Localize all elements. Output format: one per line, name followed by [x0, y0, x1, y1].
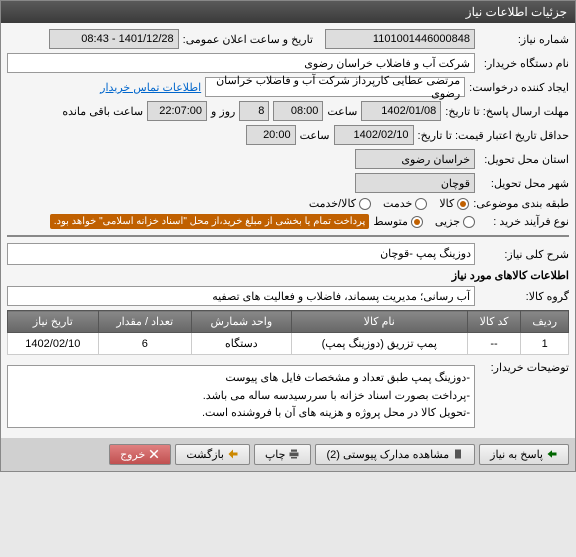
td-date: 1402/02/10 — [8, 333, 99, 355]
cat-both-label: کالا/خدمت — [309, 197, 356, 210]
th-name: نام کالا — [291, 311, 467, 333]
creator-field: مرتضی عطایی کارپرداز شرکت آب و فاضلاب خر… — [205, 77, 465, 97]
radio-both[interactable] — [359, 198, 371, 210]
deadline-days: 8 — [239, 101, 269, 121]
announce-label: تاریخ و ساعت اعلان عمومی: — [183, 33, 313, 46]
validity-time-label: ساعت — [300, 129, 330, 142]
cat-service-label: خدمت — [383, 197, 412, 210]
contact-link[interactable]: اطلاعات تماس خریدار — [100, 81, 201, 94]
titlebar: جزئیات اطلاعات نیاز — [1, 1, 575, 23]
exit-icon — [148, 448, 160, 460]
desc-line-2: -پرداخت بصورت اسناد خزانه با سررسیدسه سا… — [12, 388, 470, 406]
pt-small-label: جزیی — [435, 215, 460, 228]
attach-icon — [452, 448, 464, 460]
deadline-time: 08:00 — [273, 101, 323, 121]
purchase-type-radios: جزیی متوسط — [373, 215, 475, 228]
req-no-field: 1101001446000848 — [325, 29, 475, 49]
desc-line-3: -تحویل کالا در محل پروژه و هزینه های آن … — [12, 405, 470, 423]
city-field: قوچان — [355, 173, 475, 193]
pt-medium-label: متوسط — [373, 215, 408, 228]
table-row[interactable]: 1 -- پمپ تزریق (دوزینگ پمپ) دستگاه 6 140… — [8, 333, 569, 355]
back-icon — [227, 448, 239, 460]
th-unit: واحد شمارش — [191, 311, 291, 333]
back-label: بازگشت — [186, 448, 224, 461]
category-radios: کالا خدمت کالا/خدمت — [309, 197, 469, 210]
exit-button[interactable]: خروج — [109, 444, 171, 465]
desc-line-1: -دوزینگ پمپ طبق تعداد و مشخصات فایل های … — [12, 370, 470, 388]
reply-label: پاسخ به نیاز — [490, 448, 543, 461]
th-code: کد کالا — [467, 311, 521, 333]
radio-small[interactable] — [463, 216, 475, 228]
footer: پاسخ به نیاز مشاهده مدارک پیوستی (2) چاپ… — [1, 438, 575, 471]
summary-label: شرح کلی نیاز: — [479, 248, 569, 261]
city-label: شهر محل تحویل: — [479, 177, 569, 190]
buyer-desc-label: توضیحات خریدار: — [479, 361, 569, 374]
radio-service[interactable] — [415, 198, 427, 210]
cat-goods-label: کالا — [439, 197, 454, 210]
purchase-note: پرداخت تمام یا بخشی از مبلغ خرید،از محل … — [50, 214, 370, 229]
goods-group-field: آب رسانی؛ مدیریت پسماند، فاضلاب و فعالیت… — [7, 286, 475, 306]
buyer-label: نام دستگاه خریدار: — [479, 57, 569, 70]
separator — [7, 235, 569, 237]
goods-group-label: گروه کالا: — [479, 290, 569, 303]
print-label: چاپ — [265, 448, 286, 461]
validity-time: 20:00 — [246, 125, 296, 145]
attach-label: مشاهده مدارک پیوستی (2) — [326, 448, 449, 461]
province-label: استان محل تحویل: — [479, 153, 569, 166]
td-qty: 6 — [98, 333, 191, 355]
goods-section-title: اطلاعات کالاهای مورد نیاز — [7, 269, 569, 282]
deadline-remain-label: ساعت باقی مانده — [62, 105, 143, 118]
window-title: جزئیات اطلاعات نیاز — [466, 5, 567, 19]
summary-text: دوزینگ پمپ -قوچان — [7, 243, 475, 265]
deadline-days-label: روز و — [211, 105, 235, 118]
validity-date: 1402/02/10 — [334, 125, 414, 145]
purchase-type-label: نوع فرآیند خرید : — [479, 215, 569, 228]
announce-field: 1401/12/28 - 08:43 — [49, 29, 179, 49]
window: جزئیات اطلاعات نیاز شماره نیاز: 11010014… — [0, 0, 576, 472]
print-icon — [288, 448, 300, 460]
td-unit: دستگاه — [191, 333, 291, 355]
reply-button[interactable]: پاسخ به نیاز — [479, 444, 569, 465]
reply-icon — [546, 448, 558, 460]
category-label: طبقه بندی موضوعی: — [473, 197, 569, 210]
radio-medium[interactable] — [411, 216, 423, 228]
radio-goods[interactable] — [457, 198, 469, 210]
buyer-desc-box: -دوزینگ پمپ طبق تعداد و مشخصات فایل های … — [7, 365, 475, 428]
th-date: تاریخ نیاز — [8, 311, 99, 333]
th-qty: تعداد / مقدار — [98, 311, 191, 333]
goods-table: ردیف کد کالا نام کالا واحد شمارش تعداد /… — [7, 310, 569, 355]
validity-label: حداقل تاریخ اعتبار قیمت: تا تاریخ: — [418, 129, 569, 142]
content: شماره نیاز: 1101001446000848 تاریخ و ساع… — [1, 23, 575, 438]
attach-button[interactable]: مشاهده مدارک پیوستی (2) — [315, 444, 475, 465]
print-button[interactable]: چاپ — [254, 444, 312, 465]
deadline-label: مهلت ارسال پاسخ: تا تاریخ: — [445, 105, 569, 118]
th-row: ردیف — [521, 311, 569, 333]
td-code: -- — [467, 333, 521, 355]
exit-label: خروج — [120, 448, 145, 461]
deadline-date: 1402/01/08 — [361, 101, 441, 121]
deadline-time-label: ساعت — [327, 105, 357, 118]
back-button[interactable]: بازگشت — [175, 444, 250, 465]
creator-label: ایجاد کننده درخواست: — [469, 81, 569, 94]
td-name: پمپ تزریق (دوزینگ پمپ) — [291, 333, 467, 355]
td-row: 1 — [521, 333, 569, 355]
province-field: خراسان رضوی — [355, 149, 475, 169]
buyer-field: شرکت آب و فاضلاب خراسان رضوی — [7, 53, 475, 73]
req-no-label: شماره نیاز: — [479, 33, 569, 46]
deadline-remain: 22:07:00 — [147, 101, 207, 121]
